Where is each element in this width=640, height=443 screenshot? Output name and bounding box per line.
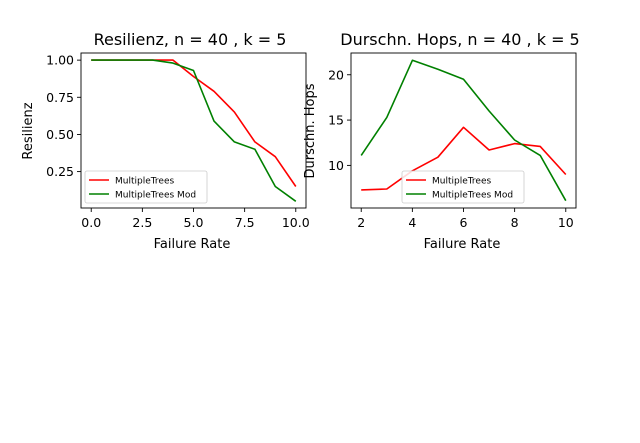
x-tick-label: 10.0	[282, 215, 310, 230]
chart-title: Durschn. Hops, n = 40 , k = 5	[340, 30, 579, 49]
y-tick-label: 0.75	[46, 90, 74, 105]
plot-area: 2 4 6 8 10 10 15 20 MultipleTrees MultipleTrees M…	[328, 52, 577, 230]
y-tick-label: 20	[328, 67, 344, 82]
legend-label: MultipleTrees Mod	[115, 191, 196, 201]
legend-box	[401, 170, 525, 204]
x-tick-label: 8	[511, 215, 519, 230]
y-tick-label: 10	[328, 158, 344, 173]
subplot-resilienz: Resilienz, n = 40 , k = 5 0.0 2.5 5.0 7.5 10…	[21, 30, 310, 252]
x-axis-label: Failure Rate	[424, 237, 501, 252]
x-tick-label: 2.5	[132, 215, 152, 230]
legend: MultipleTrees MultipleTrees Mod	[84, 170, 208, 204]
y-tick-label: 0.25	[46, 164, 74, 179]
legend-label: MultipleTrees Mod	[432, 191, 513, 201]
x-tick-label: 10	[558, 215, 574, 230]
series-line-multipletrees	[361, 126, 567, 191]
legend-box	[84, 170, 208, 204]
x-tick-label: 2	[357, 215, 365, 230]
x-tick-label: 0.0	[81, 215, 101, 230]
series-line-multipletrees-mod	[91, 59, 297, 202]
subplot-durschn-hops: Durschn. Hops, n = 40 , k = 5 2 4 6 8 10 10 15…	[303, 30, 580, 252]
legend: MultipleTrees MultipleTrees Mod	[401, 170, 525, 204]
x-tick-label: 6	[460, 215, 468, 230]
plot-area: 0.0 2.5 5.0 7.5 10.0 0.25 0.50 0.75 1.00 Multiple…	[46, 52, 310, 230]
x-tick-label: 5.0	[184, 215, 204, 230]
legend-label: MultipleTrees	[115, 177, 175, 187]
x-tick-label: 7.5	[235, 215, 255, 230]
series-line-multipletrees-mod	[360, 59, 567, 202]
x-axis-label: Failure Rate	[154, 237, 231, 252]
y-tick-label: 1.00	[46, 53, 74, 68]
y-axis-label: Resilienz	[21, 102, 36, 159]
y-axis-label: Durschn. Hops	[303, 83, 318, 178]
legend-label: MultipleTrees	[432, 177, 492, 187]
x-tick-label: 4	[408, 215, 416, 230]
y-tick-label: 15	[328, 113, 344, 128]
y-tick-label: 0.50	[46, 127, 74, 142]
chart-title: Resilienz, n = 40 , k = 5	[94, 30, 287, 49]
